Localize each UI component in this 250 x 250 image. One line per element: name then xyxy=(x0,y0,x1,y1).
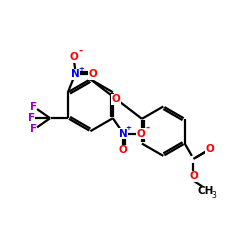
Text: +: + xyxy=(78,66,84,72)
Text: F: F xyxy=(30,102,38,112)
Text: -: - xyxy=(146,123,150,133)
Text: CH: CH xyxy=(197,186,214,196)
Text: N: N xyxy=(119,128,128,138)
Text: 3: 3 xyxy=(212,191,216,200)
Text: N: N xyxy=(71,70,80,80)
Text: O: O xyxy=(189,171,198,181)
Text: O: O xyxy=(112,94,120,104)
Text: O: O xyxy=(89,70,98,80)
Text: O: O xyxy=(205,144,214,154)
Text: F: F xyxy=(28,113,35,123)
Text: O: O xyxy=(70,52,78,62)
Text: F: F xyxy=(30,124,38,134)
Text: O: O xyxy=(119,145,128,155)
Text: +: + xyxy=(126,125,132,131)
Text: O: O xyxy=(137,128,145,138)
Text: -: - xyxy=(79,46,83,56)
